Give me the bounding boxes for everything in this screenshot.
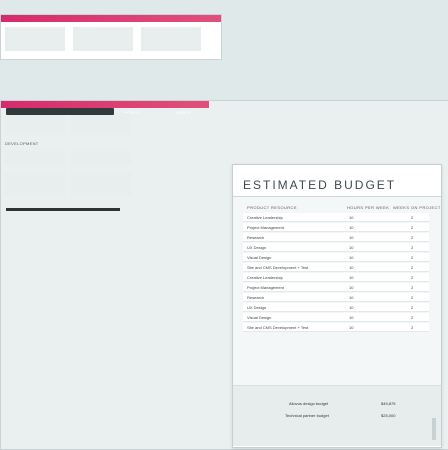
column-header-resource: Product resource (247, 205, 297, 210)
row-resource: Creative Leadership (247, 215, 283, 220)
table-row: Project Management 10 2 (243, 223, 429, 232)
table-row: Creative Leadership 10 2 (243, 273, 429, 282)
row-resource: Project Management (247, 285, 284, 290)
background-document-top: WEEK 1WEEK 2 WEEK 3 WEEK 4 (0, 14, 222, 60)
row-hours: 10 (349, 245, 354, 250)
row-hours: 10 (349, 325, 354, 330)
summary-label: Technical partner budget (285, 413, 329, 418)
table-row: UX Design 10 2 (243, 243, 429, 252)
row-resource: Visual Design (247, 255, 272, 260)
column-header-weeks: Weeks on project (393, 205, 441, 210)
column-header-hours: Hours per week (347, 205, 390, 210)
panel-title: ESTIMATED BUDGET (243, 178, 397, 192)
row-weeks: 2 (411, 235, 414, 240)
row-weeks: 2 (411, 265, 414, 270)
summary-label: Allovus design budget (289, 401, 329, 406)
row-hours: 10 (349, 225, 354, 230)
background-tab: WEEK 1 (1, 23, 56, 30)
row-weeks: 2 (411, 315, 414, 320)
row-weeks: 2 (411, 225, 414, 230)
table-row: Research 10 2 (243, 233, 429, 242)
background-tab: WEEK 4 (166, 23, 221, 30)
row-resource: UX Design (247, 305, 267, 310)
row-hours: 10 (349, 285, 354, 290)
row-resource: UX Design (247, 245, 267, 250)
row-resource: Site and CMS Development + Test (247, 265, 309, 270)
row-hours: 10 (349, 315, 354, 320)
table-row: Visual Design 10 2 (243, 313, 429, 322)
row-resource: Visual Design (247, 315, 272, 320)
table-row: Research 10 2 (243, 293, 429, 302)
row-hours: 10 (349, 235, 354, 240)
row-weeks: 2 (411, 325, 414, 330)
table-row: Site and CMS Development + Test 10 2 (243, 263, 429, 272)
row-hours: 10 (349, 305, 354, 310)
background-tab-bar: WEEK 1WEEK 2 WEEK 3 WEEK 4 (1, 15, 221, 29)
background-tab: WEEK 2 (56, 23, 111, 30)
table-row: Site and CMS Development + Test 10 2 (243, 323, 429, 332)
row-resource: Creative Leadership (247, 275, 283, 280)
background-tab: WEEK 3 (130, 24, 147, 29)
budget-table: Product resource Hours per week Weeks on… (233, 197, 441, 417)
estimated-budget-panel: ESTIMATED BUDGET Product resource Hours … (232, 164, 442, 448)
row-resource: Research (247, 295, 265, 300)
row-weeks: 2 (411, 305, 414, 310)
summary-value: $25,000 (381, 413, 396, 418)
summary-value: $49,875 (381, 401, 396, 406)
background-accent-bar (6, 208, 120, 211)
divider (233, 196, 441, 197)
row-hours: 10 (349, 295, 354, 300)
row-resource: Research (247, 235, 265, 240)
background-tab: WEEK 4 (175, 110, 191, 115)
row-hours: 10 (349, 215, 354, 220)
background-active-tab (6, 108, 114, 115)
row-weeks: 2 (411, 275, 414, 280)
table-row: Project Management 10 2 (243, 283, 429, 292)
row-hours: 10 (349, 255, 354, 260)
row-hours: 10 (349, 265, 354, 270)
row-weeks: 2 (411, 285, 414, 290)
row-weeks: 2 (411, 245, 414, 250)
background-section-label: DEVELOPMENT (5, 141, 39, 146)
row-hours: 10 (349, 275, 354, 280)
row-resource: Site and CMS Development + Test (247, 325, 309, 330)
row-weeks: 2 (411, 215, 414, 220)
budget-summary: Allovus design budget $49,875 Technical … (233, 385, 441, 446)
background-tab: WEEK 3 (123, 110, 139, 115)
row-weeks: 2 (411, 295, 414, 300)
row-weeks: 2 (411, 255, 414, 260)
table-row: Creative Leadership 10 2 (243, 213, 429, 222)
table-row: UX Design 10 2 (243, 303, 429, 312)
scroll-edge (432, 418, 436, 440)
table-row: Visual Design 10 2 (243, 253, 429, 262)
row-resource: Project Management (247, 225, 284, 230)
